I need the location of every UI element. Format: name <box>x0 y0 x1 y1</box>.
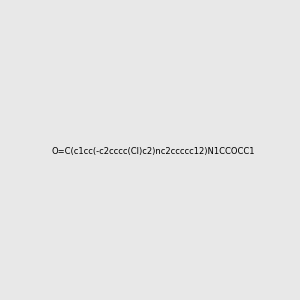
Text: O=C(c1cc(-c2cccc(Cl)c2)nc2ccccc12)N1CCOCC1: O=C(c1cc(-c2cccc(Cl)c2)nc2ccccc12)N1CCOC… <box>52 147 256 156</box>
